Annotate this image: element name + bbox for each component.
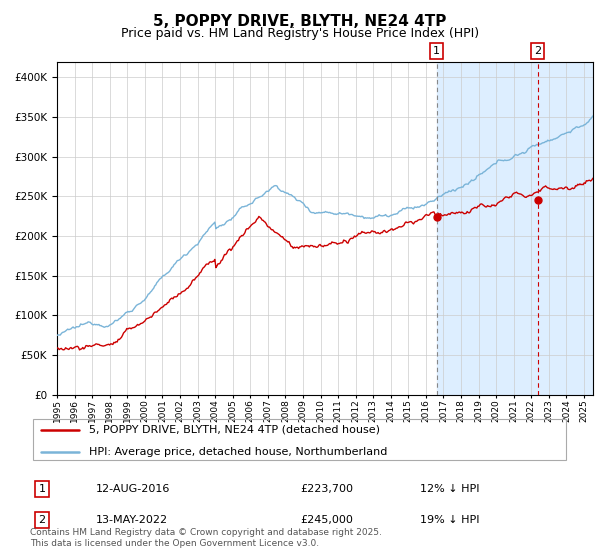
Text: 5, POPPY DRIVE, BLYTH, NE24 4TP: 5, POPPY DRIVE, BLYTH, NE24 4TP (154, 14, 446, 29)
Text: 2: 2 (38, 515, 46, 525)
Text: 5, POPPY DRIVE, BLYTH, NE24 4TP (detached house): 5, POPPY DRIVE, BLYTH, NE24 4TP (detache… (89, 424, 380, 435)
Text: 2: 2 (534, 46, 541, 56)
Text: 1: 1 (38, 484, 46, 494)
Text: Price paid vs. HM Land Registry's House Price Index (HPI): Price paid vs. HM Land Registry's House … (121, 27, 479, 40)
Text: £223,700: £223,700 (300, 484, 353, 494)
Text: 12-AUG-2016: 12-AUG-2016 (96, 484, 170, 494)
Text: 1: 1 (433, 46, 440, 56)
Text: HPI: Average price, detached house, Northumberland: HPI: Average price, detached house, Nort… (89, 447, 388, 457)
Bar (437, 62, 600, 395)
Text: 13-MAY-2022: 13-MAY-2022 (96, 515, 168, 525)
Text: £245,000: £245,000 (300, 515, 353, 525)
Text: 12% ↓ HPI: 12% ↓ HPI (420, 484, 479, 494)
Text: Contains HM Land Registry data © Crown copyright and database right 2025.
This d: Contains HM Land Registry data © Crown c… (30, 528, 382, 548)
Text: 19% ↓ HPI: 19% ↓ HPI (420, 515, 479, 525)
